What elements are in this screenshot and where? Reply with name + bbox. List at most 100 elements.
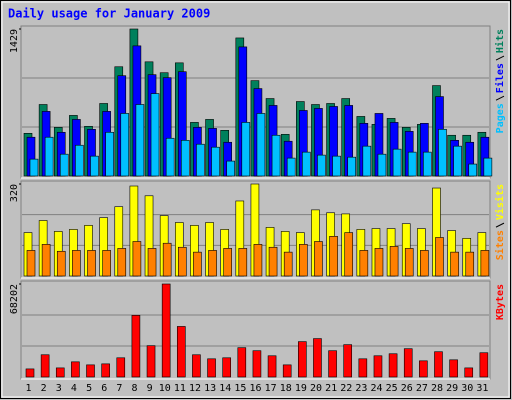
bar — [374, 248, 384, 277]
bar — [165, 137, 175, 177]
bar — [237, 347, 247, 378]
bar — [75, 144, 84, 177]
bar — [147, 248, 157, 277]
x-tick-label: 19 — [295, 383, 307, 394]
bar — [267, 355, 277, 378]
bar — [438, 128, 447, 177]
y-tick-label: 320 — [9, 184, 20, 202]
x-tick-label: 20 — [310, 383, 322, 394]
legend-separator — [495, 222, 505, 228]
legend-entry: Pages — [495, 103, 506, 133]
x-tick-label: 24 — [371, 383, 383, 394]
bar — [314, 241, 323, 277]
bar — [450, 251, 459, 277]
x-tick-label: 16 — [249, 383, 261, 394]
bar — [271, 134, 281, 177]
x-tick-label: 23 — [355, 383, 367, 394]
bar — [241, 122, 251, 177]
bar — [313, 338, 322, 378]
bar — [464, 367, 474, 378]
legend-entry: KBytes — [495, 284, 506, 320]
bar — [25, 368, 35, 378]
chart-title: Daily usage for January 2009 — [8, 7, 210, 21]
bar — [40, 354, 50, 378]
bar — [116, 357, 126, 378]
bar — [268, 246, 278, 277]
bar — [90, 155, 99, 177]
x-tick-label: 5 — [86, 383, 92, 394]
bar — [407, 151, 417, 177]
bar — [435, 237, 444, 277]
legend: KBytes — [495, 284, 506, 320]
bar — [252, 350, 262, 378]
bar — [420, 250, 429, 277]
bar — [117, 248, 127, 277]
bar — [419, 360, 428, 378]
bar — [59, 153, 69, 177]
bar — [72, 250, 81, 277]
x-tick-label: 31 — [476, 383, 488, 394]
bar — [146, 345, 156, 378]
bar — [403, 348, 413, 378]
bar — [176, 326, 186, 378]
x-tick-label: 11 — [174, 383, 186, 394]
bar — [238, 248, 248, 277]
bar — [26, 250, 36, 277]
bar — [180, 140, 190, 177]
x-tick-label: 2 — [41, 383, 47, 394]
bar — [347, 156, 357, 177]
bar — [131, 315, 141, 378]
bar — [55, 367, 65, 378]
x-tick-label: 13 — [204, 383, 216, 394]
x-tick-label: 29 — [446, 383, 458, 394]
bar — [211, 146, 220, 177]
bar — [404, 248, 414, 277]
bar — [101, 363, 110, 378]
y-tick-label: 68202 — [9, 284, 20, 314]
bar — [71, 361, 80, 378]
bar — [105, 131, 114, 177]
bar — [253, 244, 263, 277]
bar — [193, 251, 202, 277]
x-tick-label: 27 — [416, 383, 428, 394]
bar — [373, 355, 383, 378]
bar — [150, 93, 160, 177]
x-tick-label: 10 — [159, 383, 171, 394]
bar — [344, 232, 354, 277]
bar — [329, 236, 338, 277]
bar — [286, 157, 296, 177]
bar — [44, 136, 54, 177]
bar — [480, 250, 490, 277]
bar — [29, 158, 39, 177]
legend-entry: Files — [494, 63, 506, 93]
bar — [120, 113, 130, 177]
bar — [377, 153, 387, 177]
x-tick-label: 21 — [325, 383, 337, 394]
x-tick-label: 8 — [131, 383, 137, 394]
bar — [299, 244, 308, 277]
bar — [302, 151, 311, 177]
legend: Hits Files Pages — [494, 29, 506, 133]
bar — [328, 350, 337, 378]
x-tick-label: 7 — [116, 383, 122, 394]
bar — [132, 241, 142, 277]
bar — [388, 353, 398, 378]
bar — [162, 242, 172, 277]
x-tick-label: 1 — [26, 383, 32, 394]
bar — [283, 251, 293, 277]
x-tick-label: 4 — [71, 383, 77, 394]
legend-entry: Hits — [494, 29, 506, 53]
bar — [359, 250, 369, 277]
bar — [332, 155, 341, 177]
x-tick-label: 6 — [101, 383, 107, 394]
bar — [177, 246, 187, 277]
x-tick-label: 15 — [234, 383, 246, 394]
bar — [222, 357, 231, 378]
bar — [317, 154, 326, 177]
x-tick-label: 9 — [147, 383, 153, 394]
bar — [358, 358, 368, 378]
x-tick-label: 14 — [219, 383, 231, 394]
bar — [226, 160, 235, 177]
legend-entry: Visits — [494, 184, 506, 220]
bar — [389, 246, 399, 277]
